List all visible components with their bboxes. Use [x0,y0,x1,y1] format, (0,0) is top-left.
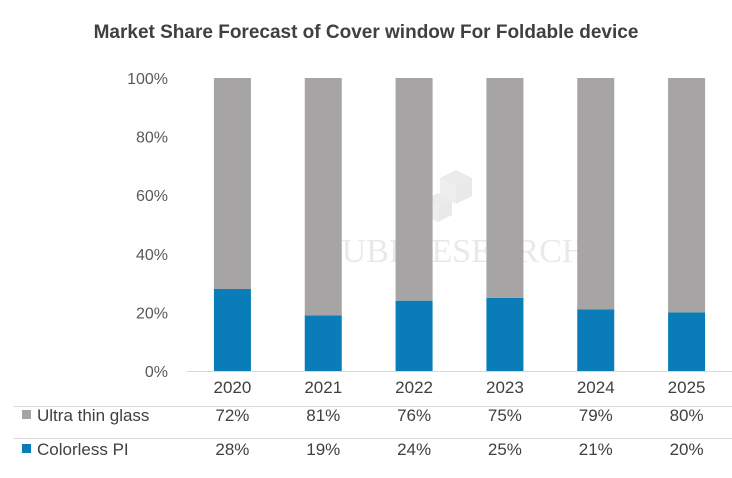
data-label: 76% [397,406,431,425]
legend-label: Colorless PI [37,440,129,459]
bar-ultra-thin-glass [213,78,251,289]
bars [213,78,706,371]
bar-colorless-pi [304,315,342,371]
watermark-logo: UBI RESEARCH [342,170,587,270]
x-tick-label: 2020 [214,378,252,397]
y-tick-label: 20% [136,305,168,322]
data-label: 79% [579,406,613,425]
bar-ultra-thin-glass [304,78,342,316]
y-tick-label: 100% [127,71,168,88]
x-tick-label: 2021 [304,378,342,397]
y-tick-label: 60% [136,188,168,205]
data-label: 19% [306,440,340,459]
data-label: 75% [488,406,522,425]
x-tick-label: 2023 [486,378,524,397]
legend-swatch [22,410,31,419]
data-label: 20% [670,440,704,459]
bar-colorless-pi [668,312,706,371]
watermark-text: UBI RESEARCH [342,233,587,270]
bar-ultra-thin-glass [577,78,615,310]
bar-colorless-pi [395,300,433,371]
data-label: 28% [215,440,249,459]
bar-colorless-pi [486,297,524,371]
bar-colorless-pi [213,288,251,371]
y-tick-label: 0% [145,364,168,381]
x-tick-label: 2024 [577,378,615,397]
data-label: 72% [215,406,249,425]
data-label: 81% [306,406,340,425]
bar-ultra-thin-glass [668,78,706,313]
data-label: 25% [488,440,522,459]
bar-ultra-thin-glass [486,78,524,298]
y-tick-label: 40% [136,247,168,264]
data-table: Ultra thin glass 72% 81% 76% 75% 79% 80% Colorl… [14,406,732,459]
data-label: 21% [579,440,613,459]
x-axis: 2020 2021 2022 2023 2024 2025 [187,371,732,397]
chart-title: Market Share Forecast of Cover window Fo… [94,22,639,43]
bar-ultra-thin-glass [395,78,433,301]
x-tick-label: 2022 [395,378,433,397]
data-label: 24% [397,440,431,459]
legend-label: Ultra thin glass [37,406,149,425]
x-tick-label: 2025 [668,378,706,397]
y-tick-label: 80% [136,130,168,147]
bar-colorless-pi [577,309,615,371]
y-axis: 0% 20% 40% 60% 80% 100% [127,71,168,381]
legend-swatch [22,444,31,453]
data-label: 80% [670,406,704,425]
